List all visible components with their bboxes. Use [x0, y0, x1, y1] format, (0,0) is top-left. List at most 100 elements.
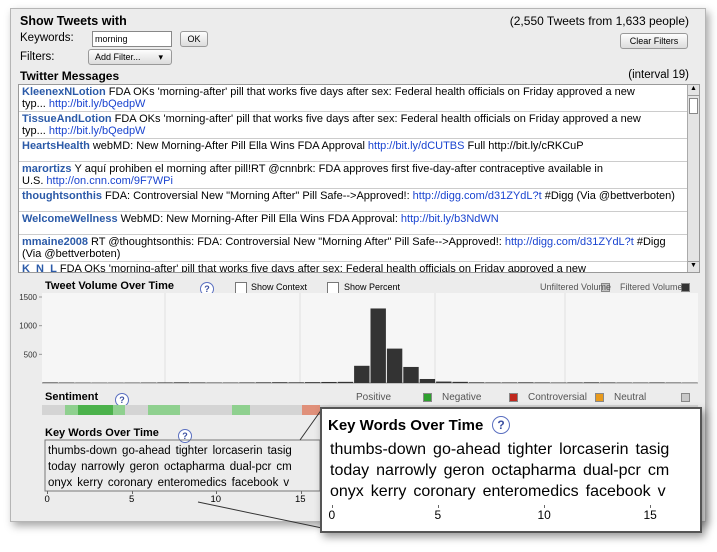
message-text: Y aquí prohiben el morning after pill!RT…: [22, 163, 603, 187]
x-tick: [216, 491, 217, 494]
keyword: go-ahead: [433, 441, 501, 458]
keyword-row: today narrowly geron octapharma dual-pcr cm: [330, 460, 676, 481]
keyword: enteromedics: [157, 477, 227, 489]
filters-label: Filters:: [20, 51, 55, 63]
bar: [288, 382, 304, 383]
inset-help[interactable]: ?: [492, 416, 510, 434]
keyword-row: onyx kerry coronary enteromedics facebook v: [330, 481, 676, 502]
keyword: cm: [276, 461, 292, 473]
clear-filters-button[interactable]: Clear Filters: [620, 33, 688, 49]
y-tick-label: 1000: [19, 322, 37, 331]
bar: [304, 382, 321, 383]
bar: [452, 381, 468, 383]
message: mmaine2008 RT @thoughtsonthis: FDA: Contr…: [19, 235, 699, 262]
sentiment-segment: [148, 405, 180, 415]
scroll-thumb[interactable]: [689, 98, 698, 114]
message-user[interactable]: KleenexNLotion: [22, 86, 106, 98]
keyword-row: thumbs-down go-ahead tighter lorcaserin tasi…: [48, 443, 320, 459]
message-text: FDA OKs 'morning-after' pill that works …: [22, 113, 641, 137]
message-user[interactable]: mmaine2008: [22, 236, 89, 248]
sentiment-segment: [232, 405, 250, 415]
x-tick-label: 0: [328, 508, 336, 522]
add-filter-select[interactable]: Add Filter... ▾: [88, 49, 172, 65]
bar: [485, 382, 501, 383]
dropdown-arrow: ▾: [158, 52, 163, 62]
message-link[interactable]: http://digg.com/d31ZYdL?t: [504, 236, 634, 248]
keyword: coronary: [107, 477, 153, 489]
keyword: facebook: [231, 477, 279, 489]
bar: [173, 382, 190, 383]
bar: [272, 382, 288, 383]
sentiment-segment: [65, 405, 78, 415]
message-text: WebMD: New Morning-After Pill Ella Wins …: [120, 213, 398, 225]
keyword-row: thumbs-down go-ahead tighter lorcaserin tasi…: [330, 439, 676, 460]
message: K_N_L FDA OKs 'morning-after' pill that w…: [19, 262, 699, 273]
message-text: FDA OKs 'morning-after' pill that works …: [22, 86, 635, 110]
legend-label: Unfiltered Volume: [540, 282, 612, 292]
message-link[interactable]: http://bit.ly/bQedpW: [48, 98, 146, 110]
bar: [600, 382, 616, 383]
help-icon[interactable]: ?: [492, 416, 510, 434]
message-tail: #Digg (Via @bettverboten): [544, 190, 675, 202]
callout-line: [197, 501, 323, 529]
scroll-up[interactable]: ▲: [688, 85, 699, 96]
keyword: thumbs-down: [330, 441, 427, 458]
message: KleenexNLotion FDA OKs 'morning-after' pi…: [19, 85, 699, 112]
bar: [337, 381, 354, 383]
keyword: narrowly: [81, 461, 125, 473]
message-user[interactable]: K_N_L: [22, 263, 57, 273]
message-user[interactable]: thoughtsonthis: [22, 190, 103, 202]
context-label: Show Context: [251, 282, 308, 292]
bar: [436, 381, 452, 383]
x-tick: [332, 505, 333, 508]
message-user[interactable]: HeartsHealth: [22, 140, 90, 152]
bar: [518, 382, 534, 383]
keyword-row: onyx kerry coronary enteromedics facebook v: [48, 475, 320, 491]
x-tick-label: 0: [44, 494, 50, 505]
message-user[interactable]: WelcomeWellness: [22, 213, 118, 225]
keyword: v: [657, 483, 666, 500]
message-link[interactable]: http://digg.com/d31ZYdL?t: [412, 190, 542, 202]
x-tick-label: 5: [129, 494, 135, 505]
message-link[interactable]: http://bit.ly/dCUTBS: [367, 140, 465, 152]
ok-button[interactable]: OK: [180, 31, 208, 47]
keyword: octapharma: [164, 461, 225, 473]
keyword-rows: thumbs-down go-ahead tighter lorcaserin tasi…: [48, 443, 320, 491]
keyword: lorcaserin: [212, 445, 263, 457]
message-text: FDA: Controversial New "Morning After" P…: [105, 190, 410, 202]
keyword: tasig: [267, 445, 292, 457]
message-user[interactable]: marortizs: [22, 163, 72, 175]
keyword: onyx: [330, 483, 364, 500]
keyword: tasig: [635, 441, 670, 458]
message-link[interactable]: http://on.cnn.com/9F7WPi: [46, 175, 173, 187]
keyword: geron: [129, 461, 160, 473]
keyword: narrowly: [376, 462, 437, 479]
bar: [468, 382, 485, 383]
bar: [255, 382, 272, 383]
keyword: today: [48, 461, 77, 473]
keywords-title: Key Words Over Time: [45, 427, 159, 439]
scrollbar[interactable]: ▲ ▼: [687, 85, 699, 272]
bar: [419, 378, 436, 383]
legend-label: Controversial: [528, 392, 587, 403]
x-tick: [438, 505, 439, 508]
bar: [239, 382, 255, 383]
percent-label: Show Percent: [344, 282, 401, 292]
message-link[interactable]: http://bit.ly/b3NdWN: [400, 213, 499, 225]
x-tick-label: 15: [643, 508, 657, 522]
keyword-row: today narrowly geron octapharma dual-pcr cm: [48, 459, 320, 475]
keyword: octapharma: [491, 462, 577, 479]
add-filter-text: Add Filter...: [95, 52, 141, 62]
legend-label: Neutral: [614, 392, 647, 403]
scroll-down[interactable]: ▼: [688, 261, 699, 272]
message-user[interactable]: TissueAndLotion: [22, 113, 112, 125]
legend-swatch: [601, 283, 610, 292]
keyword: today: [330, 462, 370, 479]
bar: [157, 382, 173, 383]
message-link[interactable]: http://bit.ly/bQedpW: [48, 125, 146, 137]
keyword: geron: [443, 462, 485, 479]
keyword-input[interactable]: morning: [92, 31, 172, 47]
callout-line: [299, 408, 323, 441]
messages-title: Twitter Messages: [20, 69, 120, 83]
x-tick: [650, 505, 651, 508]
